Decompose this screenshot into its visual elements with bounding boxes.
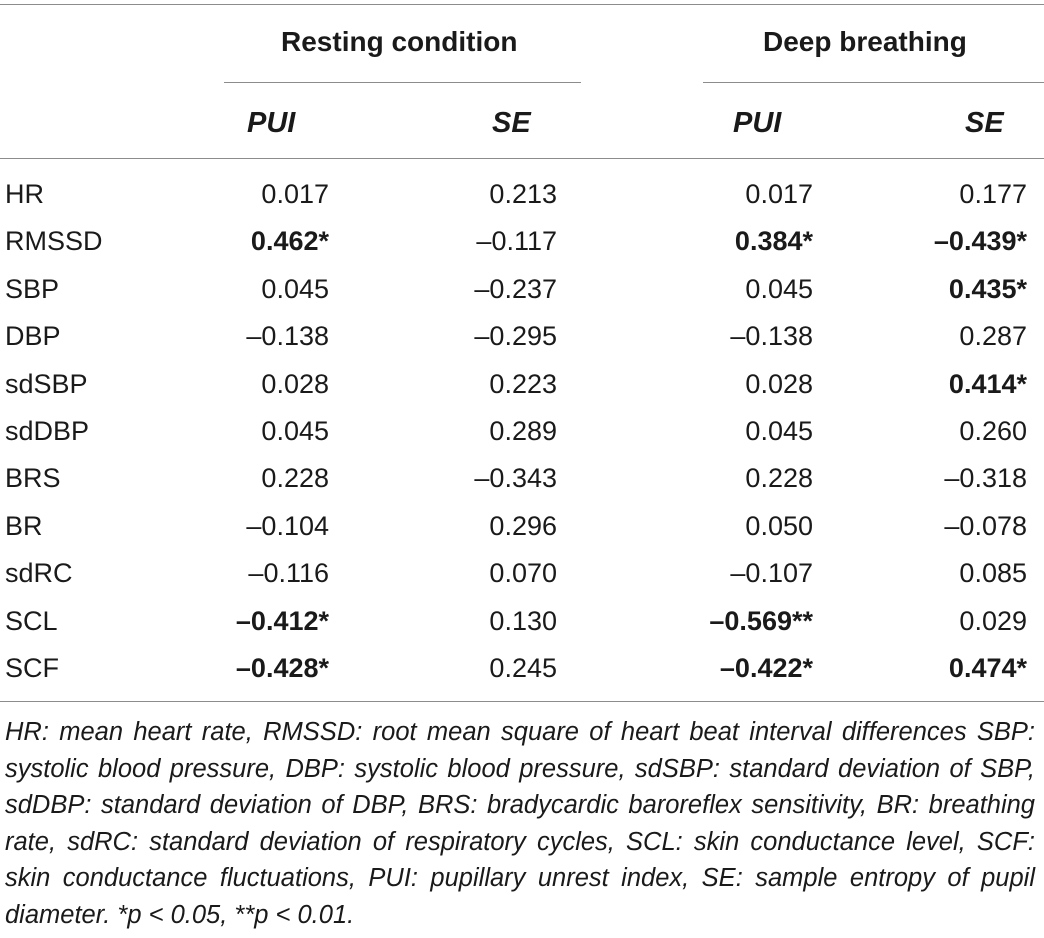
deep-pui-cell: –0.138 bbox=[730, 321, 813, 352]
row-label: RMSSD bbox=[5, 226, 103, 257]
deep-se-cell: –0.078 bbox=[944, 510, 1027, 541]
resting-se-cell: 0.130 bbox=[489, 605, 557, 636]
column-header-resting-se: SE bbox=[492, 107, 531, 139]
resting-se-cell: 0.223 bbox=[489, 368, 557, 399]
resting-pui-cell: 0.045 bbox=[261, 415, 329, 446]
deep-pui-cell: 0.045 bbox=[745, 273, 813, 304]
deep-se-cell: 0.474* bbox=[948, 652, 1027, 683]
table-row: HR 0.017 0.213 0.017 0.177 bbox=[0, 171, 1044, 218]
table-body: HR 0.017 0.213 0.017 0.177 RMSSD 0.462* –0.117 0… bbox=[0, 171, 1044, 692]
row-label: SCL bbox=[5, 605, 58, 636]
table-row: SCF –0.428* 0.245 –0.422* 0.474* bbox=[0, 645, 1044, 692]
resting-pui-cell: 0.228 bbox=[261, 463, 329, 494]
table-row: DBP –0.138 –0.295 –0.138 0.287 bbox=[0, 313, 1044, 360]
row-label: sdRC bbox=[5, 558, 73, 589]
deep-se-cell: 0.177 bbox=[959, 179, 1027, 209]
row-label: BR bbox=[5, 510, 43, 541]
table-bottom-rule bbox=[0, 701, 1044, 702]
deep-se-cell: 0.085 bbox=[959, 558, 1027, 589]
deep-pui-cell: –0.569** bbox=[709, 605, 813, 636]
table-row: RMSSD 0.462* –0.117 0.384* –0.439* bbox=[0, 218, 1044, 265]
table-header-rule bbox=[0, 158, 1044, 159]
table-row: SBP 0.045 –0.237 0.045 0.435* bbox=[0, 266, 1044, 313]
table-row: sdRC –0.116 0.070 –0.107 0.085 bbox=[0, 550, 1044, 597]
table-row: BR –0.104 0.296 0.050 –0.078 bbox=[0, 503, 1044, 550]
resting-pui-cell: 0.045 bbox=[261, 273, 329, 304]
resting-pui-cell: 0.028 bbox=[261, 368, 329, 399]
row-label: SBP bbox=[5, 273, 60, 304]
deep-pui-cell: 0.045 bbox=[745, 415, 813, 446]
resting-se-cell: 0.070 bbox=[489, 558, 557, 589]
resting-se-cell: 0.245 bbox=[489, 652, 557, 683]
deep-se-cell: 0.287 bbox=[959, 321, 1027, 352]
row-label: BRS bbox=[5, 463, 61, 494]
resting-pui-cell: 0.017 bbox=[261, 179, 329, 209]
table-row: sdDBP 0.045 0.289 0.045 0.260 bbox=[0, 408, 1044, 455]
deep-breathing-group-rule bbox=[703, 82, 1044, 83]
deep-pui-cell: 0.028 bbox=[745, 368, 813, 399]
resting-pui-cell: –0.428* bbox=[235, 652, 329, 683]
deep-pui-cell: –0.107 bbox=[730, 558, 813, 589]
deep-se-cell: 0.414* bbox=[948, 368, 1027, 399]
deep-se-cell: –0.439* bbox=[933, 226, 1027, 257]
resting-pui-cell: –0.138 bbox=[246, 321, 329, 352]
row-label: SCF bbox=[5, 652, 59, 683]
resting-pui-cell: 0.462* bbox=[250, 226, 329, 257]
column-header-deep-se: SE bbox=[965, 107, 1004, 139]
resting-se-cell: –0.343 bbox=[474, 463, 557, 494]
row-label: sdSBP bbox=[5, 368, 88, 399]
resting-condition-group-rule bbox=[224, 82, 581, 83]
deep-pui-cell: 0.384* bbox=[734, 226, 813, 257]
resting-se-cell: 0.296 bbox=[489, 510, 557, 541]
deep-pui-cell: –0.422* bbox=[719, 652, 813, 683]
resting-se-cell: –0.237 bbox=[474, 273, 557, 304]
row-label: HR bbox=[5, 179, 44, 209]
column-header-deep-pui: PUI bbox=[733, 107, 782, 139]
deep-se-cell: –0.318 bbox=[944, 463, 1027, 494]
resting-se-cell: –0.117 bbox=[476, 226, 557, 257]
resting-pui-cell: –0.412* bbox=[235, 605, 329, 636]
row-label: sdDBP bbox=[5, 415, 90, 446]
deep-pui-cell: 0.017 bbox=[745, 179, 813, 209]
column-header-resting-pui: PUI bbox=[247, 107, 296, 139]
table-row: BRS 0.228 –0.343 0.228 –0.318 bbox=[0, 455, 1044, 502]
group-header-resting-condition: Resting condition bbox=[281, 26, 518, 57]
deep-se-cell: 0.029 bbox=[959, 605, 1027, 636]
row-label: DBP bbox=[5, 321, 61, 352]
table-top-rule bbox=[0, 4, 1044, 5]
resting-se-cell: 0.289 bbox=[489, 415, 557, 446]
table-footnote: HR: mean heart rate, RMSSD: root mean sq… bbox=[5, 718, 1035, 929]
table-row: SCL –0.412* 0.130 –0.569** 0.029 bbox=[0, 598, 1044, 645]
deep-pui-cell: 0.228 bbox=[745, 463, 813, 494]
resting-pui-cell: –0.104 bbox=[246, 510, 329, 541]
table-row: sdSBP 0.028 0.223 0.028 0.414* bbox=[0, 361, 1044, 408]
deep-pui-cell: 0.050 bbox=[745, 510, 813, 541]
deep-se-cell: 0.435* bbox=[948, 273, 1027, 304]
deep-se-cell: 0.260 bbox=[959, 415, 1027, 446]
resting-pui-cell: –0.116 bbox=[248, 558, 329, 589]
resting-se-cell: 0.213 bbox=[489, 179, 557, 209]
resting-se-cell: –0.295 bbox=[474, 321, 557, 352]
group-header-deep-breathing: Deep breathing bbox=[763, 26, 967, 57]
